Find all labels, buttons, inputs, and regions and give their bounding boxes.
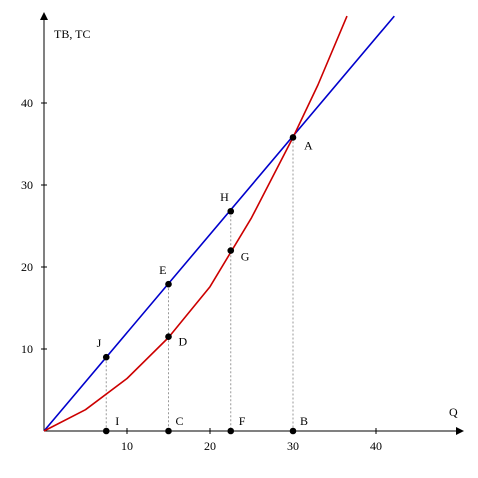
y-axis-label: TB, TC xyxy=(54,27,90,41)
point-D xyxy=(165,333,172,341)
point-A xyxy=(289,134,297,141)
axis-ticks: 10 20 30 40 10 20 30 40 xyxy=(21,96,382,453)
y-tick-label: 30 xyxy=(21,178,33,192)
point-label: C xyxy=(176,414,184,428)
point-G xyxy=(227,247,235,254)
point-label: J xyxy=(97,336,102,350)
point-E xyxy=(165,280,172,288)
point-J xyxy=(102,353,110,361)
x-tick-label: 40 xyxy=(370,439,382,453)
y-tick-label: 20 xyxy=(21,260,33,274)
point-label: D xyxy=(179,335,188,349)
point-B xyxy=(289,427,297,435)
point-label: I xyxy=(115,414,119,428)
point-C xyxy=(165,427,172,435)
point-I xyxy=(102,427,110,435)
x-tick-label: 30 xyxy=(287,439,299,453)
y-tick-label: 10 xyxy=(21,342,33,356)
guide-lines xyxy=(105,137,294,431)
tb-line xyxy=(43,15,395,432)
point-label: H xyxy=(220,190,229,204)
point-label: B xyxy=(300,414,308,428)
point-F xyxy=(227,427,235,435)
x-tick-label: 10 xyxy=(121,439,133,453)
point-label: G xyxy=(241,250,250,264)
series-layer xyxy=(43,15,395,432)
point-label: E xyxy=(159,263,166,277)
x-axis-label: Q xyxy=(449,405,458,419)
x-tick-label: 20 xyxy=(204,439,216,453)
point-H xyxy=(227,207,235,215)
points-layer: J E H A D G I C F B xyxy=(97,134,313,435)
point-label: F xyxy=(239,414,246,428)
tc-curve xyxy=(43,15,348,432)
point-label: A xyxy=(304,138,313,152)
y-tick-label: 40 xyxy=(21,96,33,110)
